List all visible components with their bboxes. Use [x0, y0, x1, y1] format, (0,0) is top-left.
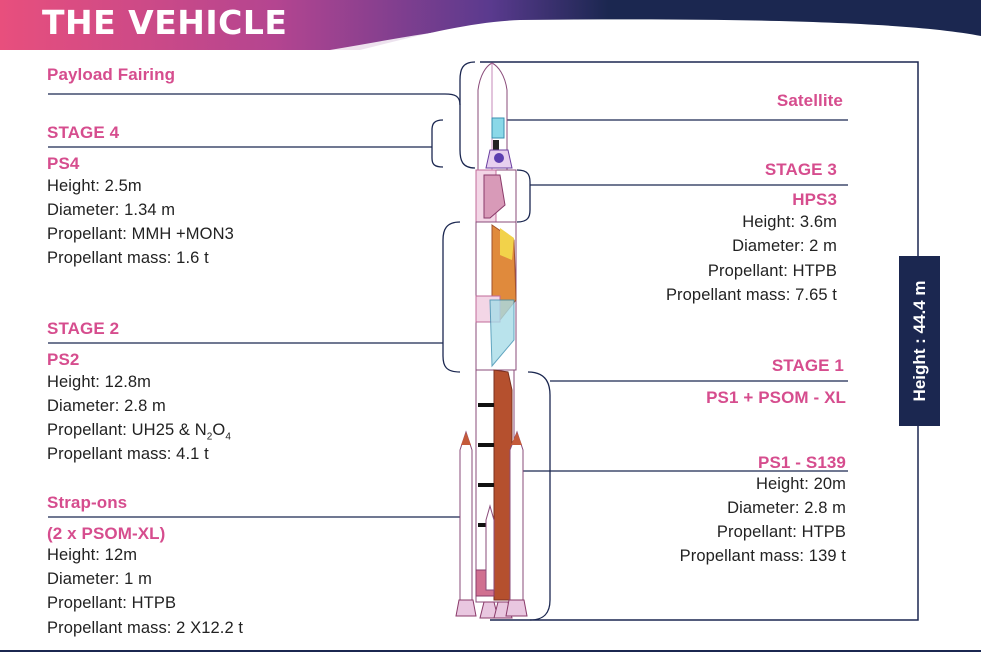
stage3-propellant: Propellant: HTPB: [707, 262, 837, 280]
strapons-propellant: Propellant: HTPB: [47, 594, 177, 612]
stage2-mass: Propellant mass: 4.1 t: [47, 445, 209, 463]
stage4-name: PS4: [47, 154, 80, 173]
stage1-heading: STAGE 1: [771, 356, 844, 375]
strapons-height: Height: 12m: [47, 546, 138, 564]
stage3-heading: STAGE 3: [764, 160, 837, 179]
total-height-label: Height : 44.4 m: [909, 280, 929, 402]
stage3-mass: Propellant mass: 7.65 t: [665, 286, 837, 304]
stage1-diameter: Diameter: 2.8 m: [727, 499, 846, 517]
stage1-name: PS1 - S139: [758, 453, 846, 472]
bottom-divider: [0, 650, 981, 652]
page-title: THE VEHICLE: [42, 3, 288, 42]
stage1-combo: PS1 + PSOM - XL: [706, 388, 846, 407]
stage2-name: PS2: [47, 350, 80, 369]
stage4-heading: STAGE 4: [47, 123, 120, 142]
stage1-propellant: Propellant: HTPB: [716, 523, 846, 541]
payload-fairing-label: Payload Fairing: [47, 65, 176, 84]
stage4-diameter: Diameter: 1.34 m: [47, 201, 176, 219]
stage4-propellant: Propellant: MMH +MON3: [47, 225, 234, 243]
stage4-height: Height: 2.5m: [47, 177, 142, 195]
total-height-badge: Height : 44.4 m: [899, 256, 940, 426]
strapons-mass: Propellant mass: 2 X12.2 t: [47, 619, 244, 637]
leader-lines: [48, 93, 848, 518]
stage2-diameter: Diameter: 2.8 m: [47, 397, 166, 415]
stage2-height: Height: 12.8m: [47, 373, 152, 391]
strapons-diameter: Diameter: 1 m: [47, 570, 152, 588]
stage2-propellant: Propellant: UH25 & N2O4: [47, 421, 232, 443]
rocket: [455, 62, 528, 619]
stage1-mass: Propellant mass: 139 t: [679, 547, 846, 565]
stage1-height: Height: 20m: [755, 475, 846, 493]
satellite-label: Satellite: [776, 91, 843, 110]
stage2-heading: STAGE 2: [47, 319, 120, 338]
brackets: [431, 61, 551, 621]
strapons-name: (2 x PSOM-XL): [47, 524, 166, 543]
stage3-height: Height: 3.6m: [742, 213, 837, 231]
height-bracket: [480, 61, 919, 621]
stage4-mass: Propellant mass: 1.6 t: [47, 249, 209, 267]
title-banner: [0, 0, 981, 50]
strapons-heading: Strap-ons: [47, 493, 128, 512]
stage3-name: HPS3: [792, 190, 837, 209]
stage3-diameter: Diameter: 2 m: [732, 237, 837, 255]
